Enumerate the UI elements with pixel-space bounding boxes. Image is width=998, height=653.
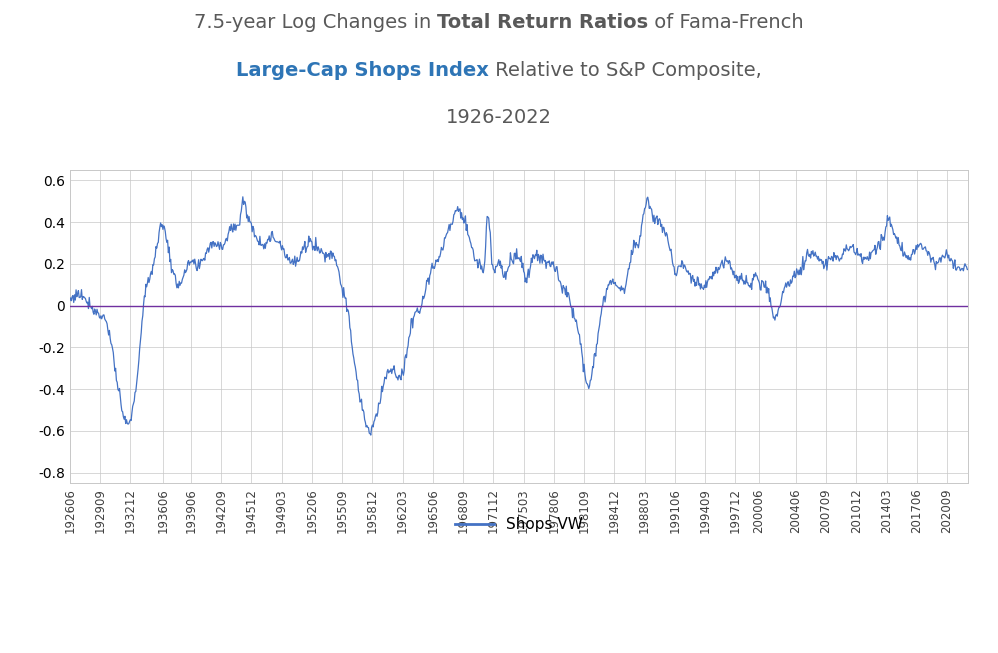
Text: 1926-2022: 1926-2022 <box>446 108 552 127</box>
Text: Relative to S&P Composite,: Relative to S&P Composite, <box>489 61 761 80</box>
Text: 7.5-year Log Changes in: 7.5-year Log Changes in <box>194 13 437 32</box>
Text: of Fama-French: of Fama-French <box>649 13 804 32</box>
Legend: Shops VW: Shops VW <box>449 511 589 538</box>
Text: Total Return Ratios: Total Return Ratios <box>437 13 649 32</box>
Text: Large-Cap Shops Index: Large-Cap Shops Index <box>237 61 489 80</box>
